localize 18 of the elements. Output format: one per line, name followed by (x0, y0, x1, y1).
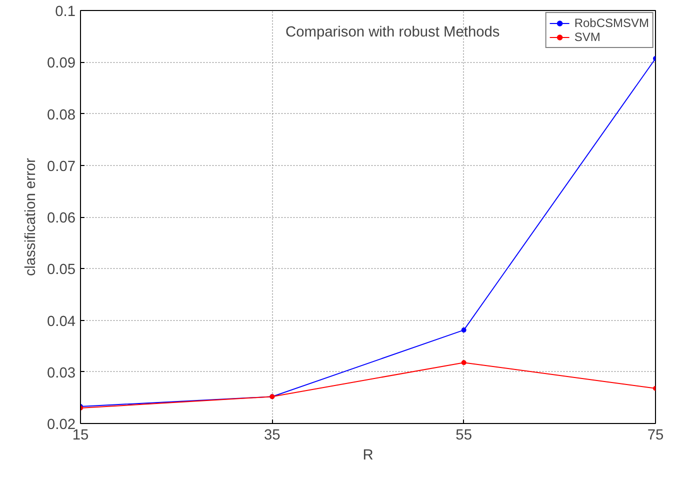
y-axis-title: classification error (22, 158, 39, 276)
y-tick-label: 0.03 (46, 365, 76, 382)
x-tick-label: 15 (72, 428, 89, 444)
legend-label: RobCSMSVM (574, 16, 649, 30)
y-tick-label: 0.1 (55, 4, 76, 20)
y-tick-label: 0.08 (46, 107, 76, 124)
x-tick-label: 35 (264, 428, 280, 444)
text: Comparison with robust Methods (286, 24, 500, 40)
x-tick-label: 55 (456, 428, 472, 444)
y-tick-label: 0.07 (46, 158, 76, 175)
x-axis-title: R (362, 448, 374, 464)
y-tick-label: 0.09 (46, 56, 76, 72)
point (461, 360, 466, 366)
y-tick-label: 0.05 (46, 262, 76, 278)
legend-label: SVM (574, 30, 600, 44)
y-tick-label: 0.04 (46, 314, 76, 330)
y-tick-label: 0.06 (46, 210, 76, 226)
x-tick-label: 75 (647, 428, 664, 444)
